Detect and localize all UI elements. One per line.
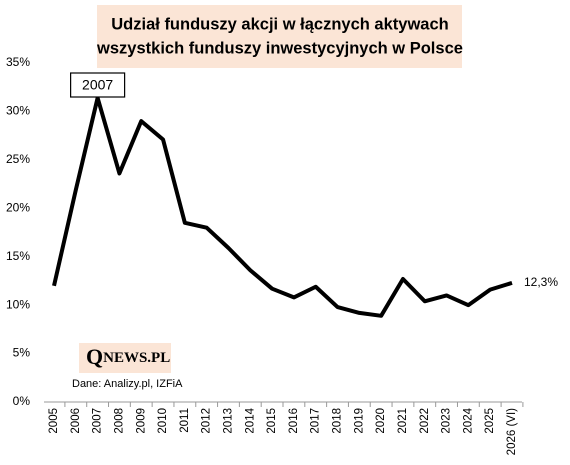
x-tick-label: 2019 <box>353 408 365 434</box>
title-box <box>97 5 462 68</box>
x-tick-label: 2012 <box>201 408 213 434</box>
x-tick-label: 2023 <box>441 408 453 434</box>
y-tick-label: 25% <box>6 152 30 166</box>
x-tick-label: 2026 (VI) <box>506 408 518 455</box>
x-tick-label: 2024 <box>462 407 474 433</box>
x-tick-label: 2016 <box>288 408 300 434</box>
chart-title: wszystkich funduszy inwestycyjnych w Pol… <box>96 39 463 57</box>
x-tick-label: 2008 <box>113 408 125 434</box>
y-tick-label: 0% <box>13 394 31 408</box>
y-tick-label: 10% <box>6 297 30 311</box>
x-tick-label: 2005 <box>48 408 60 434</box>
line <box>52 95 513 318</box>
y-tick-label: 35% <box>6 55 30 69</box>
x-tick-label: 2020 <box>375 408 387 434</box>
y-tick-label: 20% <box>6 200 30 214</box>
x-tick-label: 2013 <box>223 408 235 434</box>
x-tick-label: 2006 <box>70 408 82 434</box>
x-tick-label: 2025 <box>484 408 496 434</box>
x-tick-label: 2011 <box>179 408 191 433</box>
logo-text: NEWS.PL <box>103 350 170 366</box>
x-tick-label: 2009 <box>135 408 147 434</box>
annotation: 2007 <box>82 77 113 93</box>
x-tick-label: 2018 <box>332 408 344 434</box>
x-tick-label: 2015 <box>266 408 278 434</box>
y-tick-label: 30% <box>6 104 30 118</box>
chart-title: Udział funduszy akcji w łącznych aktywac… <box>111 15 448 33</box>
source: Dane: Analizy.pl, IZFiA <box>72 378 183 390</box>
x-tick-label: 2021 <box>397 408 409 434</box>
x-tick-label: 2014 <box>244 407 256 433</box>
value-label: 12,3% <box>524 275 558 289</box>
logo-box <box>79 343 171 373</box>
x-tick-label: 2022 <box>419 408 431 434</box>
x-tick-label: 2010 <box>157 408 169 434</box>
annotation-box <box>70 72 126 98</box>
x-tick-label: 2007 <box>92 408 104 434</box>
logo-q: Q <box>86 344 103 369</box>
y-tick-label: 5% <box>13 346 31 360</box>
logo: QNEWS.PL <box>86 344 170 369</box>
y-tick-label: 15% <box>6 249 30 263</box>
x-tick-label: 2017 <box>310 408 322 434</box>
